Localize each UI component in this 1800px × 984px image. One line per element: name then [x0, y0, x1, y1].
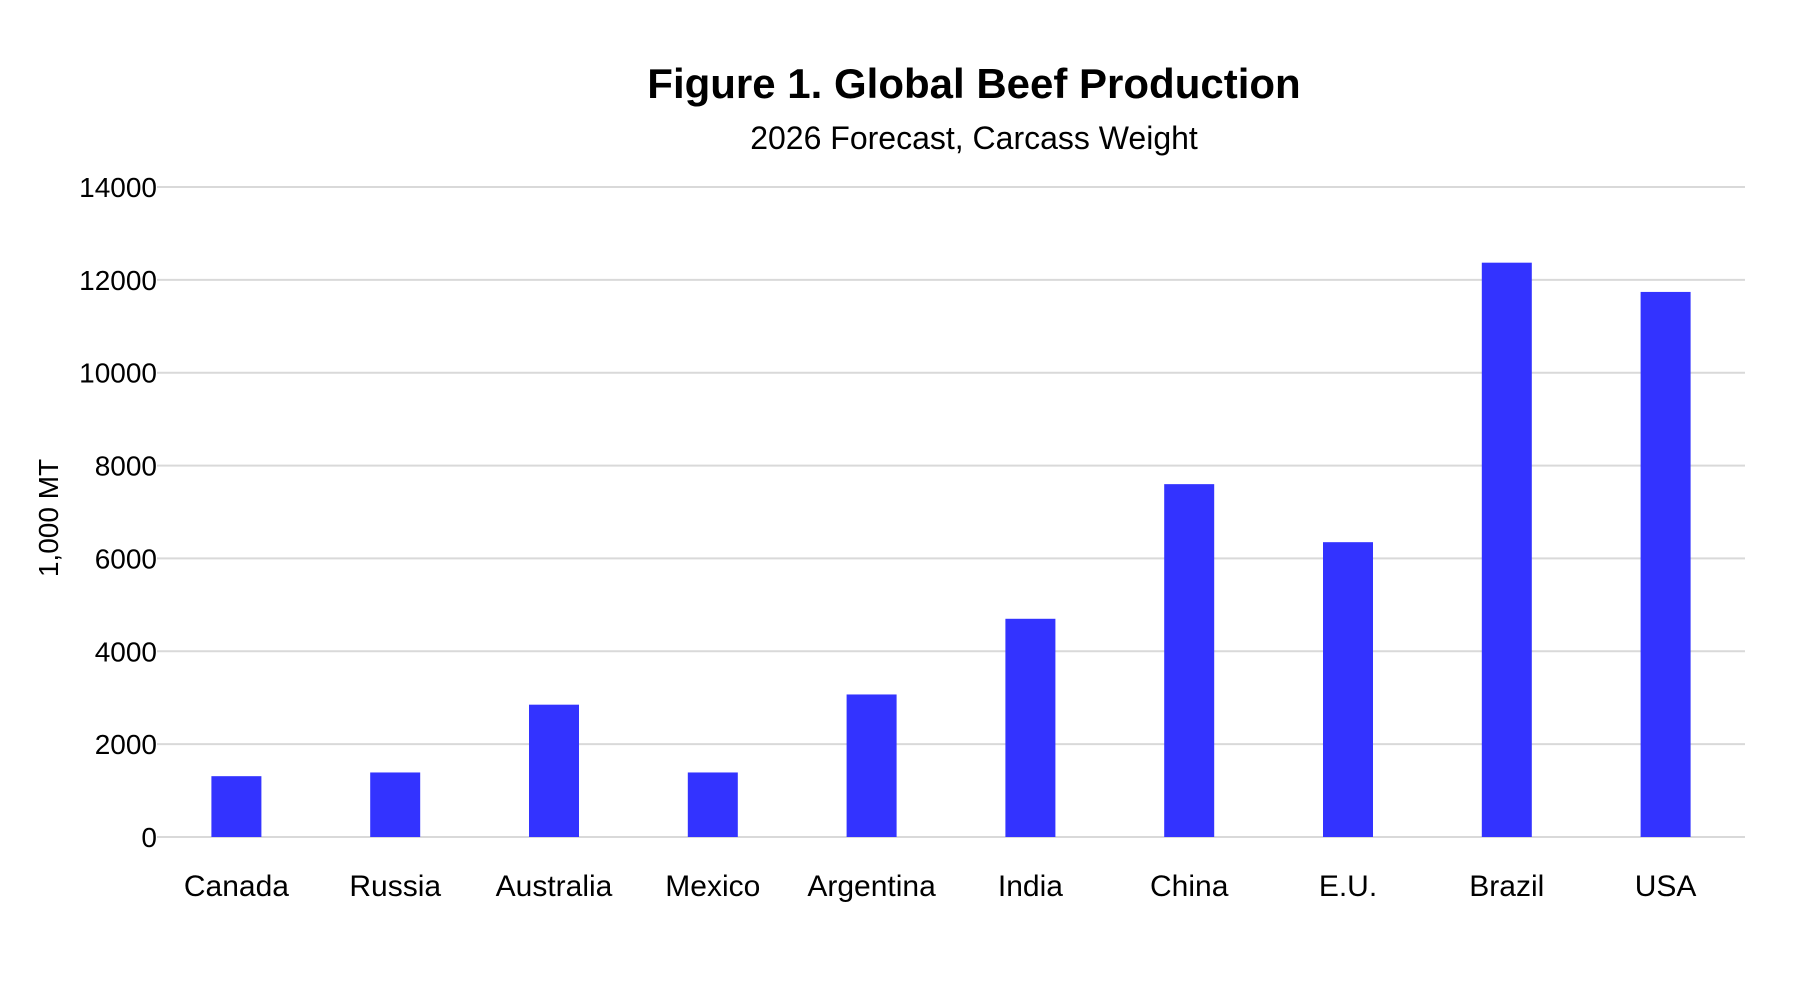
x-tick-label: Brazil	[1469, 870, 1544, 903]
y-axis-label: 1,000 MT	[33, 459, 64, 577]
bar-argentina	[846, 694, 897, 837]
y-tick-label: 10000	[79, 358, 157, 389]
bar-canada	[211, 776, 262, 837]
bar-usa	[1640, 291, 1691, 837]
bar-india	[1005, 618, 1056, 837]
bar-mexico	[687, 772, 738, 837]
x-tick-label: China	[1150, 870, 1229, 903]
bar-russia	[370, 772, 421, 837]
y-tick-label: 14000	[79, 172, 157, 203]
x-tick-label: India	[998, 870, 1063, 903]
y-tick-label: 12000	[79, 265, 157, 296]
bar-eu	[1323, 542, 1373, 837]
chart-title: Figure 1. Global Beef Production	[647, 60, 1300, 107]
x-tick-label: Australia	[496, 870, 613, 903]
y-tick-label: 0	[141, 822, 157, 853]
x-tick-label: Russia	[349, 870, 441, 903]
chart-subtitle: 2026 Forecast, Carcass Weight	[750, 120, 1198, 156]
x-tick-label: USA	[1635, 870, 1697, 903]
bar-brazil	[1481, 262, 1532, 837]
bar-china	[1164, 484, 1215, 837]
x-tick-label: E.U.	[1319, 870, 1377, 903]
bar-australia	[529, 704, 579, 837]
y-tick-label: 2000	[95, 729, 157, 760]
x-tick-label: Mexico	[665, 870, 760, 903]
y-tick-label: 8000	[95, 451, 157, 482]
x-tick-label: Argentina	[807, 870, 936, 903]
y-tick-label: 6000	[95, 543, 157, 574]
x-tick-label: Canada	[184, 870, 289, 903]
y-tick-label: 4000	[95, 636, 157, 667]
